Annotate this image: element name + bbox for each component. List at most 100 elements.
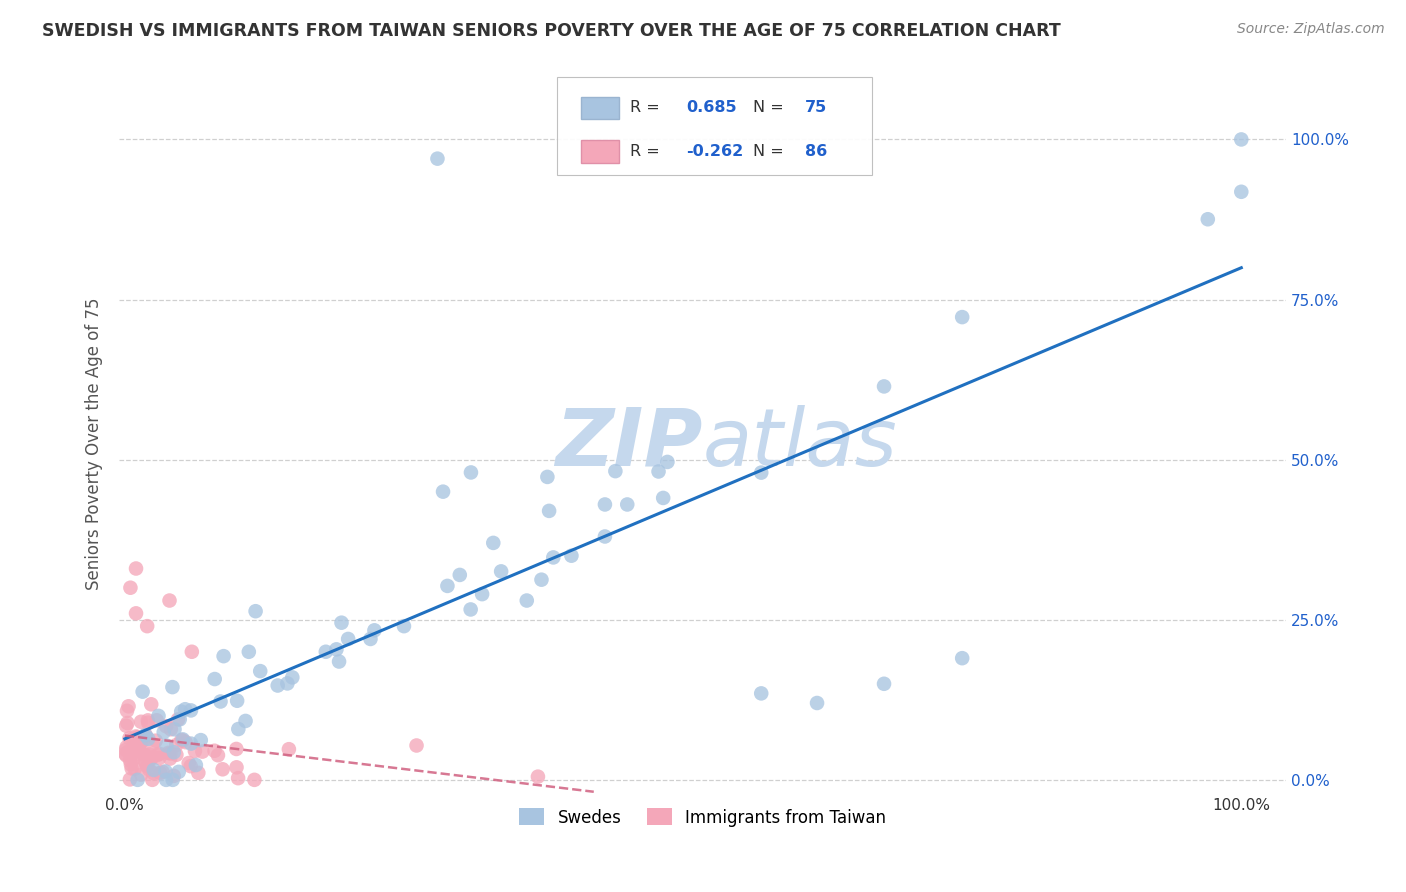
- FancyBboxPatch shape: [557, 78, 872, 175]
- Point: [148, 747, 170, 761]
- Point: [359, 632, 381, 646]
- Point: [124, 762, 146, 776]
- Point: [426, 152, 449, 166]
- Point: [184, 744, 207, 758]
- Point: [135, 728, 157, 742]
- Point: [124, 736, 146, 750]
- Point: [225, 742, 247, 756]
- Point: [174, 702, 197, 716]
- Point: [159, 747, 181, 761]
- Point: [159, 593, 181, 607]
- Point: [277, 742, 299, 756]
- Point: [212, 649, 235, 664]
- Point: [593, 498, 616, 512]
- Point: [593, 529, 616, 543]
- Point: [115, 719, 138, 733]
- Text: R =: R =: [630, 101, 665, 115]
- Point: [118, 731, 141, 746]
- Point: [1197, 212, 1219, 227]
- Point: [325, 642, 347, 657]
- Point: [163, 745, 186, 759]
- Point: [148, 751, 170, 765]
- Point: [157, 746, 180, 760]
- Point: [190, 733, 212, 747]
- Point: [120, 745, 142, 759]
- Point: [405, 739, 427, 753]
- Point: [172, 733, 194, 747]
- Point: [328, 655, 350, 669]
- Point: [114, 747, 136, 761]
- Point: [127, 772, 149, 787]
- Point: [142, 766, 165, 780]
- Point: [136, 759, 159, 773]
- Point: [152, 764, 174, 779]
- Point: [117, 699, 139, 714]
- Point: [1230, 185, 1253, 199]
- Point: [169, 712, 191, 726]
- Point: [180, 703, 202, 717]
- Point: [155, 764, 177, 779]
- Point: [392, 619, 415, 633]
- Point: [142, 763, 165, 777]
- Point: [124, 750, 146, 764]
- Point: [120, 581, 142, 595]
- Point: [165, 747, 187, 762]
- Point: [243, 772, 266, 787]
- Point: [873, 677, 896, 691]
- Point: [245, 604, 267, 618]
- Point: [315, 645, 337, 659]
- Point: [122, 731, 145, 746]
- Point: [134, 747, 156, 762]
- Point: [152, 725, 174, 739]
- Text: SWEDISH VS IMMIGRANTS FROM TAIWAN SENIORS POVERTY OVER THE AGE OF 75 CORRELATION: SWEDISH VS IMMIGRANTS FROM TAIWAN SENIOR…: [42, 22, 1062, 40]
- Point: [652, 491, 675, 505]
- Y-axis label: Seniors Poverty Over the Age of 75: Seniors Poverty Over the Age of 75: [86, 297, 103, 590]
- Point: [170, 705, 193, 719]
- Point: [120, 757, 142, 772]
- Point: [530, 573, 553, 587]
- Point: [118, 753, 141, 767]
- Point: [228, 722, 250, 736]
- Point: [657, 455, 679, 469]
- Point: [131, 684, 153, 698]
- Text: N =: N =: [752, 101, 789, 115]
- FancyBboxPatch shape: [581, 96, 619, 119]
- Point: [138, 747, 160, 762]
- Point: [170, 733, 193, 747]
- Point: [145, 733, 167, 747]
- Point: [249, 664, 271, 678]
- Point: [225, 760, 247, 774]
- Point: [543, 550, 565, 565]
- Point: [180, 645, 202, 659]
- Text: 0.685: 0.685: [686, 101, 737, 115]
- Point: [527, 770, 550, 784]
- Point: [167, 713, 190, 727]
- Text: R =: R =: [630, 144, 665, 159]
- Point: [184, 758, 207, 772]
- Point: [134, 728, 156, 742]
- Point: [163, 723, 186, 737]
- Point: [146, 747, 169, 762]
- Point: [482, 536, 505, 550]
- Point: [136, 715, 159, 730]
- Point: [172, 732, 194, 747]
- Point: [127, 731, 149, 745]
- Point: [460, 466, 482, 480]
- Point: [471, 587, 494, 601]
- Point: [118, 772, 141, 787]
- Point: [950, 651, 973, 665]
- Point: [129, 735, 152, 749]
- FancyBboxPatch shape: [581, 140, 619, 162]
- Point: [117, 745, 139, 759]
- Point: [125, 747, 148, 762]
- Text: 75: 75: [806, 101, 828, 115]
- Point: [616, 498, 638, 512]
- Point: [211, 762, 233, 776]
- Point: [125, 730, 148, 744]
- Text: 86: 86: [806, 144, 828, 159]
- Point: [132, 733, 155, 747]
- Point: [120, 745, 142, 759]
- Point: [138, 763, 160, 777]
- Point: [132, 747, 155, 761]
- Point: [136, 714, 159, 728]
